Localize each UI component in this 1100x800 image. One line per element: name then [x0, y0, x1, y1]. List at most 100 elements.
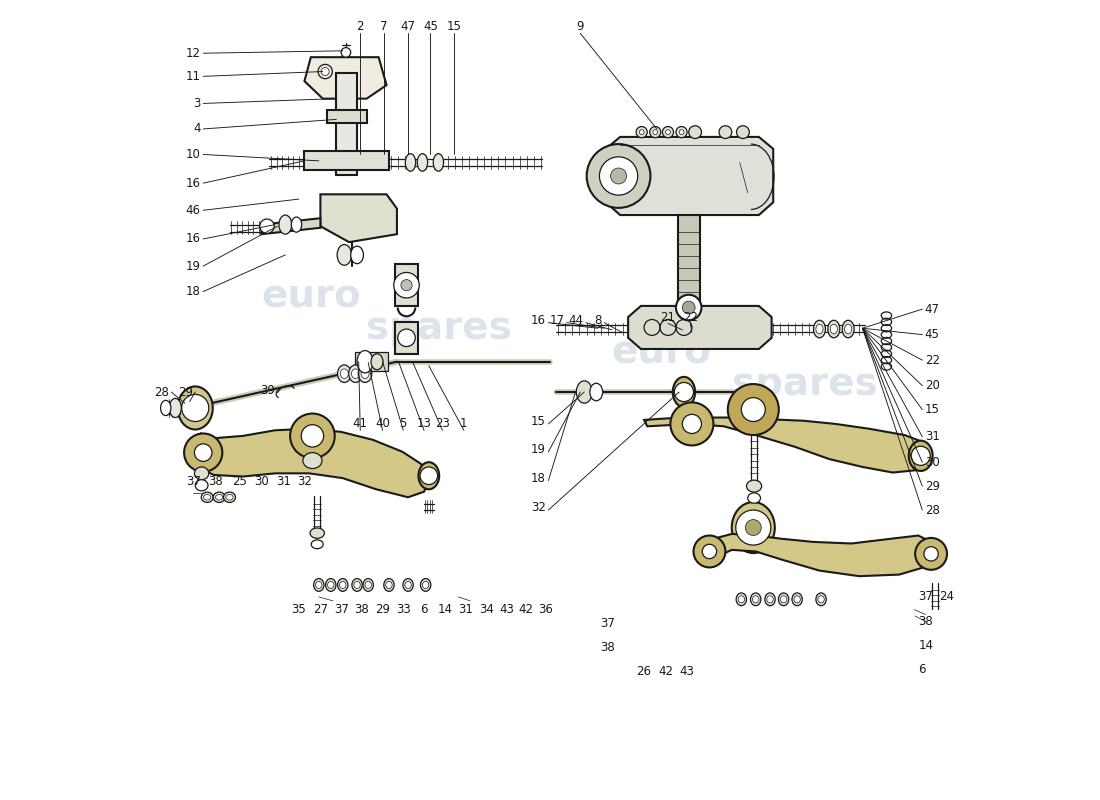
Ellipse shape [732, 502, 774, 553]
Ellipse shape [311, 540, 323, 549]
Circle shape [636, 126, 647, 138]
Text: 26: 26 [637, 665, 651, 678]
Text: 3: 3 [194, 97, 201, 110]
Polygon shape [192, 429, 430, 498]
Ellipse shape [279, 215, 292, 234]
Ellipse shape [750, 593, 761, 606]
Ellipse shape [338, 365, 351, 382]
Text: 18: 18 [531, 472, 546, 485]
Text: 27: 27 [312, 603, 328, 616]
Ellipse shape [216, 494, 222, 500]
Ellipse shape [747, 480, 761, 492]
Bar [678, 215, 700, 306]
Ellipse shape [818, 596, 824, 603]
Text: 12: 12 [186, 46, 201, 60]
Circle shape [689, 126, 702, 138]
Text: 19: 19 [186, 259, 201, 273]
Text: 37: 37 [918, 590, 933, 602]
Text: 16: 16 [186, 177, 201, 190]
Ellipse shape [780, 596, 786, 603]
Ellipse shape [340, 369, 349, 378]
Ellipse shape [352, 578, 362, 591]
Text: 16: 16 [531, 314, 546, 326]
Ellipse shape [830, 324, 837, 334]
Circle shape [911, 446, 931, 466]
Ellipse shape [590, 383, 603, 401]
Polygon shape [645, 418, 930, 473]
Ellipse shape [328, 582, 334, 589]
Circle shape [702, 544, 716, 558]
Ellipse shape [363, 578, 373, 591]
Polygon shape [606, 137, 773, 215]
Ellipse shape [420, 578, 431, 591]
Ellipse shape [433, 154, 443, 171]
Text: 23: 23 [434, 418, 450, 430]
Ellipse shape [816, 593, 826, 606]
Text: 9: 9 [576, 21, 584, 34]
Ellipse shape [213, 492, 226, 502]
Ellipse shape [340, 582, 345, 589]
Text: 24: 24 [939, 590, 954, 602]
Polygon shape [262, 218, 320, 234]
Ellipse shape [365, 582, 372, 589]
Bar [395, 322, 418, 354]
Text: 28: 28 [925, 503, 939, 517]
Circle shape [670, 402, 714, 446]
Text: 34: 34 [478, 603, 494, 616]
Text: 43: 43 [680, 665, 694, 678]
Circle shape [652, 130, 658, 134]
Text: 11: 11 [186, 70, 201, 83]
Text: 22: 22 [925, 354, 939, 366]
Ellipse shape [384, 578, 394, 591]
Text: 15: 15 [447, 21, 462, 34]
Circle shape [341, 48, 351, 57]
Circle shape [398, 329, 416, 346]
Text: 5: 5 [399, 418, 407, 430]
Text: 37: 37 [333, 603, 349, 616]
Circle shape [318, 64, 332, 78]
Ellipse shape [418, 462, 439, 490]
Ellipse shape [386, 582, 392, 589]
Text: 35: 35 [292, 603, 306, 616]
Circle shape [321, 67, 329, 75]
Polygon shape [305, 57, 386, 98]
Ellipse shape [338, 578, 348, 591]
Ellipse shape [349, 365, 362, 382]
Text: 21: 21 [660, 311, 675, 324]
Circle shape [674, 382, 693, 402]
Circle shape [400, 280, 412, 290]
Ellipse shape [828, 320, 839, 338]
Ellipse shape [909, 441, 933, 471]
Ellipse shape [302, 453, 322, 469]
Ellipse shape [352, 369, 360, 378]
Text: euro: euro [612, 333, 712, 371]
Circle shape [260, 219, 274, 234]
Text: 6: 6 [918, 663, 926, 676]
Circle shape [195, 444, 212, 462]
Ellipse shape [195, 467, 209, 480]
Text: 15: 15 [925, 403, 939, 416]
Ellipse shape [292, 217, 301, 232]
Ellipse shape [310, 528, 324, 538]
Text: 30: 30 [925, 456, 939, 469]
Polygon shape [320, 194, 397, 242]
Text: 8: 8 [594, 314, 602, 326]
Text: 28: 28 [154, 386, 169, 398]
Ellipse shape [764, 593, 776, 606]
Text: 29: 29 [178, 386, 192, 398]
Text: 19: 19 [531, 443, 546, 456]
Text: spares: spares [733, 365, 878, 403]
Ellipse shape [752, 596, 759, 603]
Text: 46: 46 [186, 204, 201, 217]
Text: 6: 6 [420, 603, 428, 616]
Circle shape [650, 126, 661, 138]
Text: 41: 41 [353, 418, 367, 430]
Text: 29: 29 [375, 603, 390, 616]
Circle shape [182, 394, 209, 422]
Text: 2: 2 [356, 21, 364, 34]
Circle shape [676, 294, 702, 320]
Text: spares: spares [365, 310, 512, 347]
Ellipse shape [417, 154, 428, 171]
Bar [327, 110, 366, 122]
Ellipse shape [843, 320, 854, 338]
